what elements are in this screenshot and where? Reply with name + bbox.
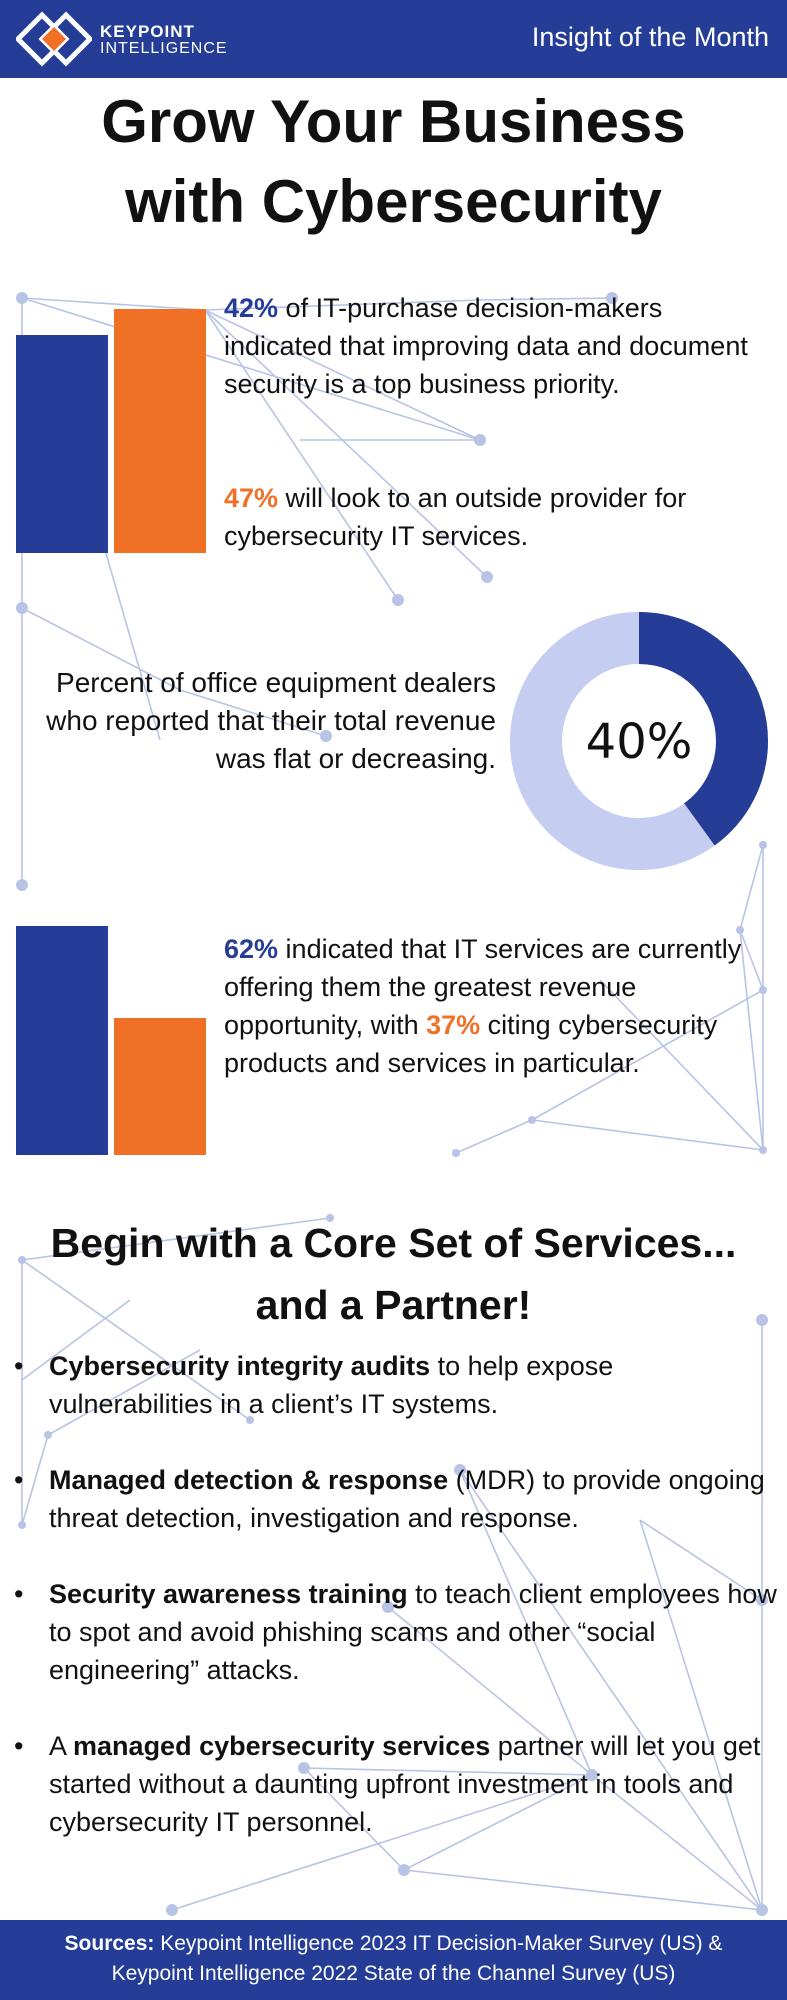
insight-of-the-month-label: Insight of the Month: [531, 22, 769, 52]
bullet-text-post: to help expose vulnerabilities in a clie…: [49, 1351, 614, 1419]
bullet-text-bold: Managed detection & response: [49, 1465, 449, 1495]
stat-42-description: of IT-purchase decision-makers indicated…: [224, 293, 748, 399]
bullet-text-pre: A: [49, 1731, 74, 1761]
bullet-text-bold: Security awareness training: [49, 1579, 408, 1609]
list-item-integrity-audits: • Cybersecurity integrity audits to help …: [14, 1347, 779, 1423]
header-bar: KEYPOINT INTELLIGENCE Insight of the Mon…: [0, 0, 787, 78]
stat-47-value: 47%: [224, 483, 279, 513]
sources-text-1: Keypoint Intelligence 2023 IT Decision-M…: [154, 1932, 723, 1955]
bullet-text-post: (MDR) to provide ongoing threat detectio…: [49, 1465, 765, 1533]
donut-value-arc: [510, 612, 768, 870]
bullet-dot: •: [14, 1465, 24, 1495]
sources-line-2: Keypoint Intelligence 2022 State of the …: [111, 1962, 676, 1985]
bar-42-percent: [16, 334, 108, 553]
bar-47-percent: [114, 308, 206, 553]
stat-62-value: 62%: [224, 934, 279, 964]
donut-description: Percent of office equipment dealers who …: [46, 667, 496, 774]
services-list: • Cybersecurity integrity audits to help …: [14, 1347, 779, 1879]
sources-footer: Sources: Keypoint Intelligence 2023 IT D…: [0, 1920, 787, 2000]
stat-42-text: 42% of IT-purchase decision-makers indic…: [224, 289, 764, 403]
page-title: Grow Your Business with Cybersecurity: [0, 82, 787, 242]
bullet-text-post: to teach client employees how to spot an…: [49, 1579, 777, 1685]
bullet-dot: •: [14, 1579, 24, 1609]
list-item-mdr: • Managed detection & response (MDR) to p…: [14, 1461, 779, 1537]
bullet-dot: •: [14, 1351, 24, 1381]
stat-47-description: will look to an outside provider for cyb…: [224, 483, 687, 551]
section-heading-line-1: Begin with a Core Set of Services...: [50, 1220, 737, 1266]
donut-chart-40-percent: 40%: [510, 612, 768, 870]
sources-label: Sources:: [64, 1932, 155, 1955]
bar-37-percent: [114, 1018, 206, 1155]
list-item-managed-services: • A managed cybersecurity services partne…: [14, 1727, 779, 1841]
list-item-awareness-training: • Security awareness training to teach cl…: [14, 1575, 779, 1689]
keypoint-logo-icon: [16, 11, 92, 67]
sources-line-1: Sources: Keypoint Intelligence 2023 IT D…: [0, 1929, 787, 1959]
stat-37-value: 37%: [426, 1010, 481, 1040]
page-title-line-2: with Cybersecurity: [125, 168, 662, 235]
page-title-line-1: Grow Your Business: [101, 88, 686, 155]
bullet-text-post: partner will let you get started without…: [49, 1731, 761, 1837]
bullet-dot: •: [14, 1731, 24, 1761]
stat-62-description: indicated that IT services are currently…: [224, 934, 742, 1040]
logo-text-keypoint: KEYPOINT: [100, 22, 195, 41]
stat-62-text: 62% indicated that IT services are curre…: [224, 930, 780, 1082]
logo-text-intelligence: INTELLIGENCE: [100, 40, 228, 57]
bar-62-percent: [16, 925, 108, 1155]
bullet-text-bold: Cybersecurity integrity audits: [49, 1351, 431, 1381]
stat-47-text: 47% will look to an outside provider for…: [224, 479, 764, 555]
stat-37-description: citing cybersecurity products and servic…: [224, 1010, 718, 1078]
section-heading: Begin with a Core Set of Services... and…: [0, 1212, 787, 1336]
donut-value-label: 40%: [586, 714, 693, 770]
stat-42-value: 42%: [224, 293, 279, 323]
section-heading-line-2: and a Partner!: [255, 1282, 532, 1328]
bullet-text-bold: managed cybersecurity services: [73, 1731, 491, 1761]
